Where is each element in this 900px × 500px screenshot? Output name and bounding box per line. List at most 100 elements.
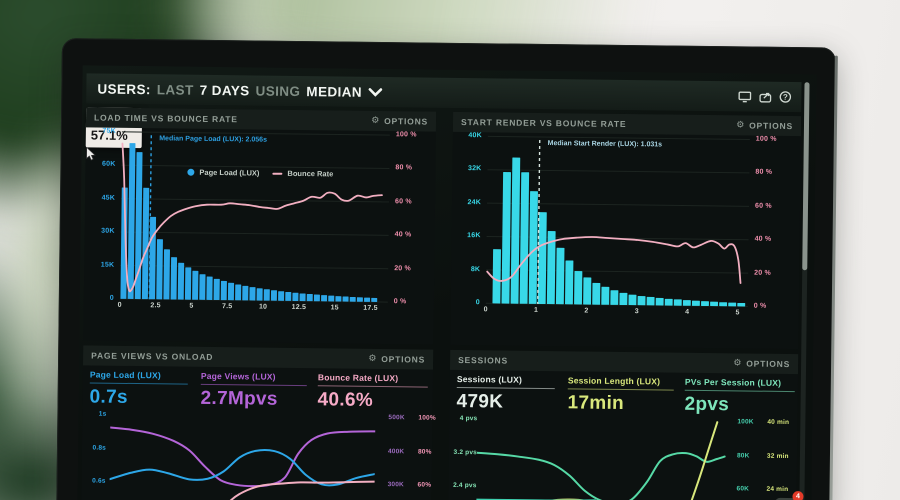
panel-title: START RENDER VS BOUNCE RATE (460, 116, 627, 130)
metric-rule (684, 389, 795, 393)
median-annotation: Median Start Render (LUX): 1.031s (547, 140, 663, 149)
help-icon[interactable]: ? (779, 91, 792, 103)
axis-tick-label: 0 (109, 294, 114, 302)
options-button[interactable]: ⚙ OPTIONS (733, 358, 790, 369)
options-label: OPTIONS (384, 116, 429, 127)
users-label: USERS: (97, 81, 151, 97)
header-icons: ? (738, 90, 801, 103)
date-range-selector[interactable]: USERS: LAST 7 DAYS USING MEDIAN (86, 81, 382, 100)
display-icon[interactable] (738, 90, 752, 102)
panel-header: PAGE VIEWS VS ONLOAD ⚙ OPTIONS (83, 345, 434, 370)
panel-title: SESSIONS (458, 354, 509, 366)
axis-tick-label: 45K (101, 194, 116, 202)
panel-load-time-vs-bounce-rate: LOAD TIME VS BOUNCE RATE ⚙ OPTIONS Media… (83, 107, 437, 345)
metric-rule (456, 386, 555, 390)
metric-bounce-rate: Bounce Rate (LUX) 40.6% (317, 372, 428, 412)
axis-tick-label: 40 % (394, 231, 412, 239)
options-button[interactable]: ⚙ OPTIONS (736, 120, 793, 131)
metric-sessions: Sessions (LUX) 479K (456, 373, 555, 414)
metric-value: 2.7Mpvs (200, 387, 278, 410)
axis-tick-label: 100% (418, 414, 436, 422)
axis-tick-label: 3 (634, 308, 639, 316)
metric-label: Session Length (LUX) (567, 375, 661, 387)
metric-label: Page Load (LUX) (89, 369, 161, 381)
metric-rule (200, 383, 307, 387)
axis-tick-label: 100K (737, 418, 754, 426)
dashboard-screen: USERS: LAST 7 DAYS USING MEDIAN (77, 65, 817, 500)
axis-tick-label: 4 (685, 308, 690, 316)
axis-tick-label: 5 (735, 309, 740, 317)
metric-rule (317, 385, 428, 388)
panel-header: SESSIONS ⚙ OPTIONS (449, 349, 799, 375)
axis-tick-label: 400K (387, 447, 405, 455)
axis-tick-label: 3.2 pvs (453, 448, 478, 456)
legend-label: Page Load (LUX) (199, 167, 260, 178)
axis-tick-label: 60 % (754, 202, 772, 210)
metric-rule (89, 382, 188, 385)
options-button[interactable]: ⚙ OPTIONS (371, 116, 428, 127)
axis-tick-label: 1s (98, 410, 107, 418)
panel-title: PAGE VIEWS VS ONLOAD (91, 350, 214, 362)
axis-tick-label: 5 (189, 302, 194, 310)
panel-title: LOAD TIME VS BOUNCE RATE (93, 112, 238, 125)
range-value: 7 DAYS (199, 82, 250, 98)
axis-tick-label: 20 % (754, 269, 772, 277)
mouse-cursor-icon (86, 146, 96, 161)
metric-page-load: Page Load (LUX) 0.7s (89, 369, 188, 409)
panel-header: START RENDER VS BOUNCE RATE ⚙ OPTIONS (452, 111, 802, 137)
chevron-down-icon (368, 87, 382, 97)
metric-label: PVs Per Session (LUX) (684, 376, 782, 388)
axis-tick-label: 0 % (393, 298, 407, 306)
axis-tick-label: 2.4 pvs (453, 481, 477, 490)
scrollbar-thumb[interactable] (802, 82, 810, 271)
axis-tick-label: 16K (467, 232, 481, 240)
axis-tick-label: 60 % (394, 197, 412, 206)
laptop: USERS: LAST 7 DAYS USING MEDIAN (56, 38, 836, 500)
axis-tick-label: 8K (470, 265, 481, 273)
axis-tick-label: 24K (467, 198, 482, 207)
axis-tick-label: 0 (475, 299, 480, 307)
chart-legend: Page Load (LUX) Bounce Rate (85, 166, 435, 179)
axis-tick-label: 80 % (395, 164, 413, 172)
gear-icon: ⚙ (371, 115, 381, 127)
axis-tick-label: 32K (467, 165, 482, 173)
axis-tick-label: 12.5 (291, 303, 307, 312)
panel-header: LOAD TIME VS BOUNCE RATE ⚙ OPTIONS (85, 107, 437, 132)
axis-tick-label: 15 (330, 304, 339, 312)
svg-text:?: ? (783, 93, 788, 102)
share-icon[interactable] (759, 91, 772, 103)
axis-tick-label: 30K (101, 227, 115, 235)
axis-tick-label: 2 (584, 307, 589, 315)
metric-label: Sessions (LUX) (456, 373, 523, 385)
scrollbar[interactable] (799, 82, 810, 500)
options-button[interactable]: ⚙ OPTIONS (368, 354, 425, 365)
metric-rule (567, 388, 674, 391)
multi-line-chart (109, 426, 376, 500)
axis-tick-label: 32 min (766, 452, 789, 460)
axis-tick-label: 20 % (394, 264, 412, 272)
axis-tick-label: 60K (101, 160, 116, 169)
metric-session-length: Session Length (LUX) 17min (567, 375, 674, 415)
axis-tick-label: 0.8s (92, 444, 107, 452)
gear-icon: ⚙ (736, 120, 746, 131)
axis-tick-label: 1 (534, 306, 539, 314)
axis-tick-label: 4 pvs (459, 414, 478, 423)
options-label: OPTIONS (746, 358, 791, 370)
metric-label: Bounce Rate (LUX) (317, 372, 399, 384)
axis-tick-label: 80 % (755, 168, 773, 177)
options-label: OPTIONS (749, 120, 794, 132)
metric-value: 2pvs (684, 393, 730, 416)
axis-tick-label: 80% (417, 447, 432, 456)
metric-pvs-per-session: PVs Per Session (LUX) 2pvs (684, 376, 795, 417)
aggregation-value: MEDIAN (306, 83, 363, 100)
legend-dot-icon (187, 168, 195, 176)
axis-tick-label: 60K (736, 485, 750, 493)
multi-line-chart (476, 421, 726, 500)
metric-value: 479K (456, 390, 504, 413)
axis-tick-label: 75K (102, 127, 116, 135)
metric-value: 0.7s (89, 386, 128, 408)
metric-value: 40.6% (317, 389, 374, 411)
legend-line-icon (272, 172, 283, 175)
axis-tick-label: 0 (483, 306, 488, 314)
